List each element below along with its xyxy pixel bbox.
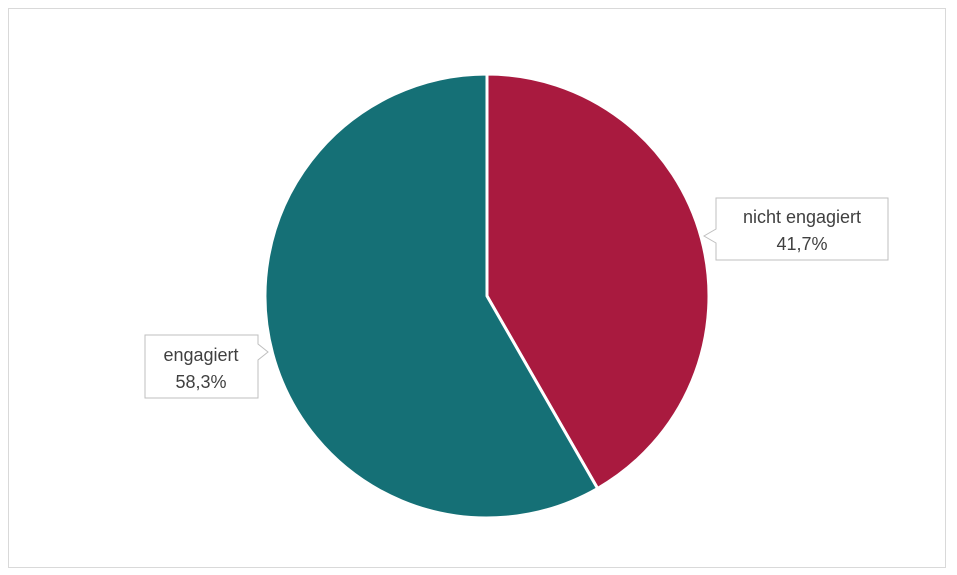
category-label-engagiert: engagiert [163, 345, 238, 365]
value-label-engagiert: 58,3% [175, 372, 226, 392]
slice-nicht-engagiert [485, 72, 711, 490]
pie-slices [263, 72, 711, 520]
data-label-engagiert: engagiert 58,3% [144, 334, 269, 399]
slice-engagiert [263, 72, 600, 520]
data-label-nicht-engagiert: nicht engagiert 41,7% [703, 197, 889, 261]
value-label-nicht-engagiert: 41,7% [776, 234, 827, 254]
category-label-nicht-engagiert: nicht engagiert [743, 207, 861, 227]
callout-box-nicht-engagiert [703, 197, 889, 261]
callout-box-engagiert [144, 334, 269, 399]
